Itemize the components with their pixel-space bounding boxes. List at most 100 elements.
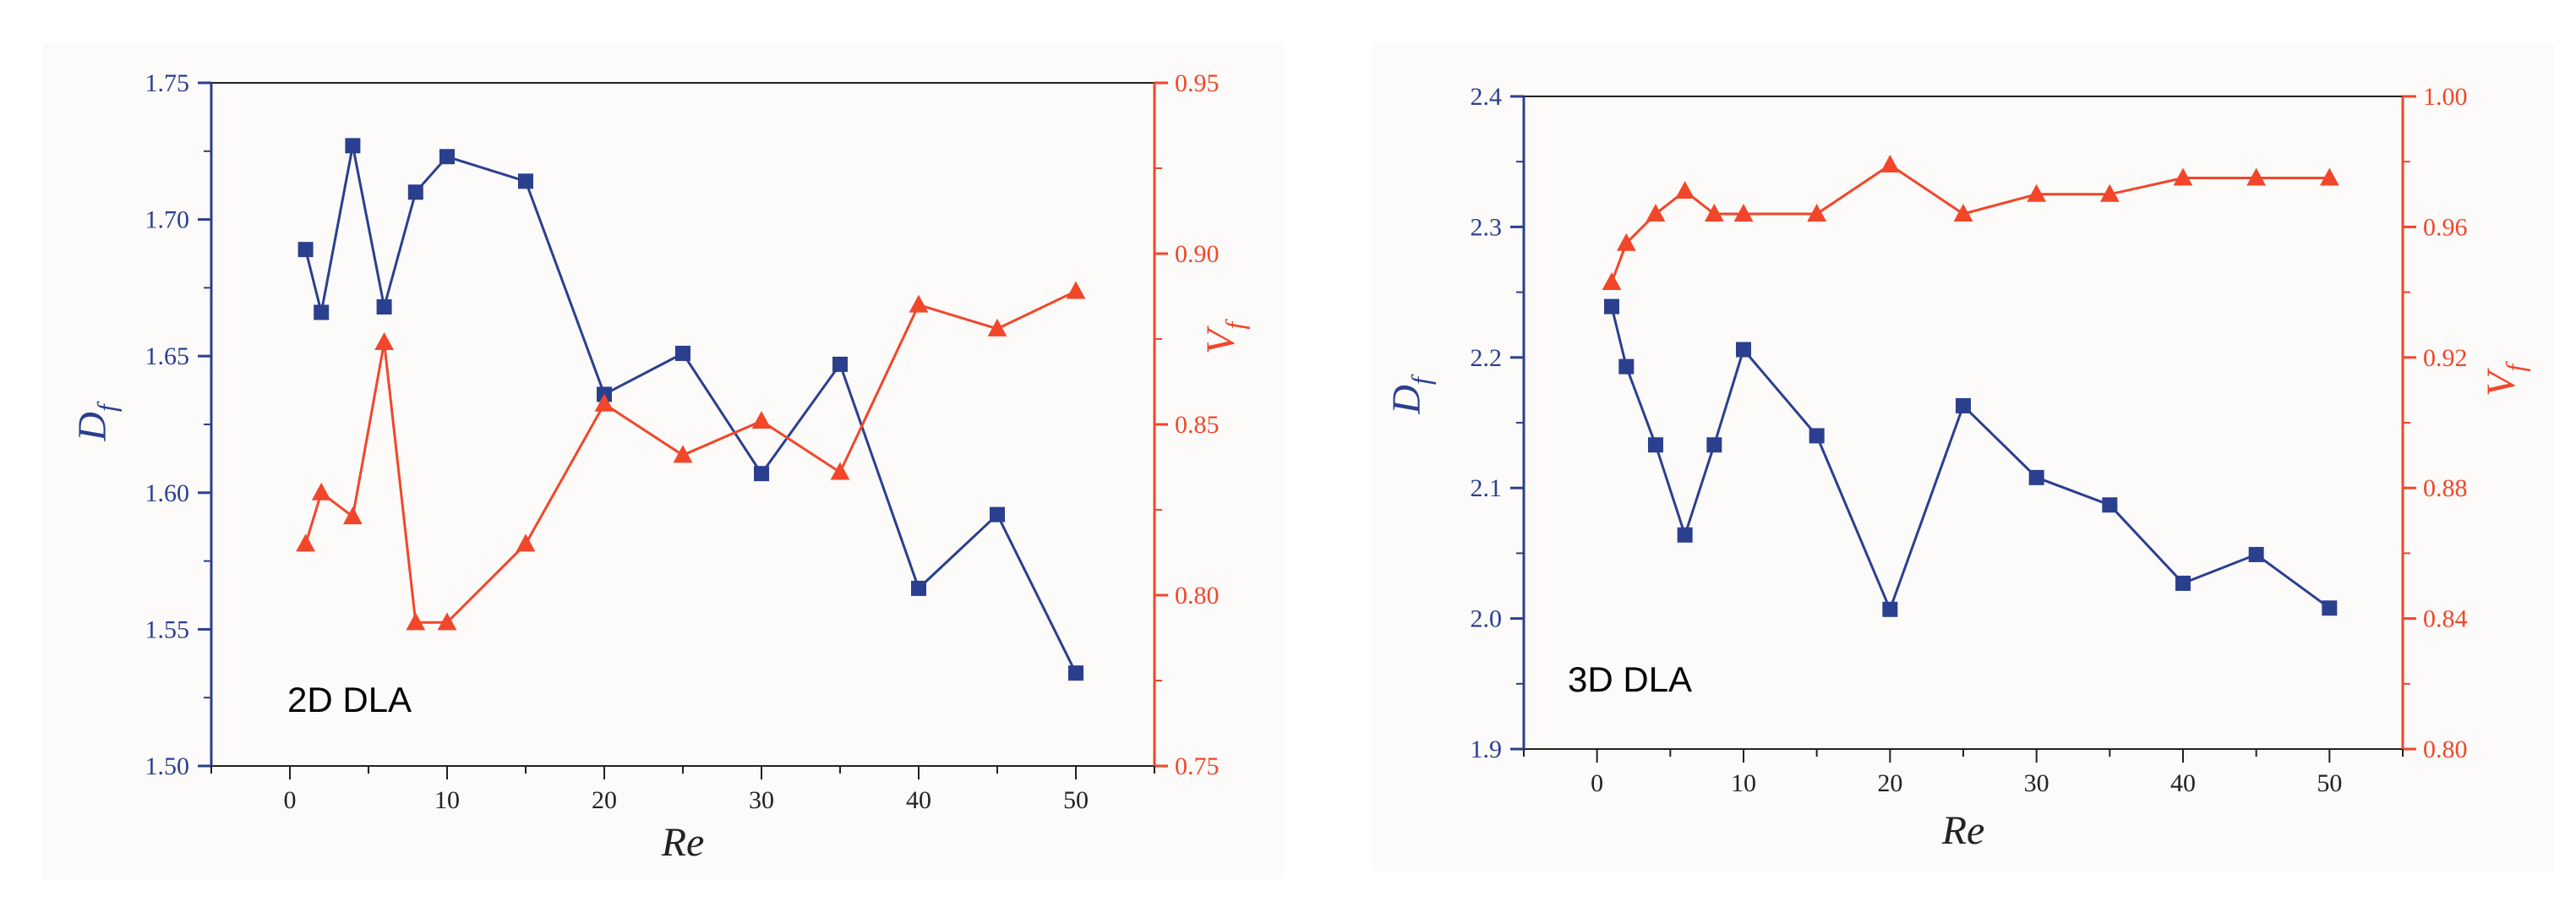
x-tick-label: 20 [592, 786, 617, 814]
x-tick-label: 10 [434, 786, 460, 814]
y-right-tick-label: 0.80 [2423, 736, 2468, 763]
x-tick-label: 10 [1731, 769, 1756, 797]
data-point-df [1956, 397, 1971, 413]
data-point-df [1618, 358, 1635, 375]
x-tick-label: 20 [1877, 769, 1902, 797]
data-point-df [2322, 600, 2338, 616]
y-right-tick-label: 1.00 [2423, 83, 2468, 111]
data-point-df [1068, 665, 1083, 681]
x-tick-label: 50 [1063, 786, 1089, 814]
y-right-tick-label: 0.84 [2423, 605, 2468, 633]
data-point-vf [909, 294, 929, 313]
data-point-df [1604, 298, 1619, 314]
data-point-df [345, 138, 361, 154]
y-left-tick-label: 1.60 [145, 479, 190, 507]
data-point-vf [1733, 203, 1754, 222]
data-point-vf [751, 410, 772, 429]
y-right-tick-label: 0.95 [1175, 69, 1220, 97]
data-point-vf [1602, 272, 1622, 291]
data-point-vf [516, 533, 536, 552]
x-tick-label: 40 [2170, 769, 2196, 797]
data-point-df [1677, 527, 1693, 543]
data-point-vf [830, 462, 850, 480]
data-point-vf [2027, 183, 2047, 202]
x-tick-label: 30 [2024, 769, 2049, 797]
chart-2d-dla: 1.50 1.55 1.60 1.65 1.70 1.75 0.75 0.80 0.85 0.9… [42, 42, 1285, 879]
data-point-vf [2319, 167, 2339, 186]
y-left-tick-label: 2.2 [1471, 344, 1503, 372]
data-point-df [2028, 469, 2044, 485]
data-point-vf [311, 482, 331, 500]
y-left-tick-label: 1.65 [145, 342, 190, 370]
data-point-vf [437, 612, 457, 631]
y-left-tick-label: 1.9 [1471, 736, 1503, 763]
x-tick-label: 50 [2317, 769, 2342, 797]
y-right-label-main: V [1198, 325, 1243, 354]
data-point-df [407, 184, 423, 200]
y-left-tick-label: 1.75 [145, 69, 190, 97]
series-line-vf [1610, 163, 2330, 283]
y-left-tick-label: 2.1 [1471, 474, 1503, 502]
series-line-df [1610, 306, 2331, 613]
x-tick-label: 0 [1591, 769, 1603, 797]
data-point-vf [1675, 180, 1695, 199]
x-axis-label: Re [661, 820, 705, 865]
data-point-vf [673, 445, 693, 463]
y-right-tick-label: 0.92 [2423, 344, 2468, 372]
y-right-tick-label: 0.88 [2423, 474, 2468, 502]
y-right-tick-label: 0.80 [1175, 582, 1220, 610]
data-point-vf [1807, 203, 1827, 222]
data-point-df [1648, 437, 1663, 453]
chart-3d-dla: 1.9 2.0 2.1 2.2 2.3 2.4 0.80 0.84 0.88 0.92 0.96 1… [1371, 42, 2554, 871]
data-point-df [1706, 437, 1722, 453]
data-point-df [832, 356, 848, 372]
y-left-tick-label: 1.50 [145, 752, 190, 780]
data-point-df [1809, 428, 1825, 444]
data-point-df [1736, 342, 1751, 358]
data-point-vf [1953, 203, 1973, 222]
chart-title: 2D DLA [287, 680, 412, 719]
x-axis-label: Re [1941, 808, 1985, 853]
data-point-df [297, 242, 314, 258]
y-right-label-main: V [2479, 368, 2524, 397]
x-tick-label: 30 [749, 786, 774, 814]
y-left-tick-label: 2.0 [1471, 605, 1503, 633]
data-point-vf [2173, 167, 2193, 186]
y-left-tick-label: 2.3 [1471, 213, 1503, 241]
y-left-label-main: D [70, 412, 115, 442]
y-right-tick-label: 0.96 [2423, 213, 2468, 241]
y-right-tick-label: 0.85 [1175, 411, 1220, 439]
data-point-df [675, 345, 690, 361]
y-right-tick-label: 0.90 [1175, 240, 1220, 268]
data-point-df [911, 580, 926, 596]
data-point-vf [987, 318, 1007, 336]
data-point-vf [406, 612, 426, 631]
data-point-vf [1645, 203, 1666, 222]
data-point-vf [2246, 167, 2267, 186]
chart-title: 3D DLA [1568, 659, 1692, 699]
x-tick-label: 40 [906, 786, 931, 814]
data-point-vf [2099, 183, 2120, 202]
y-axis-right-label: Vf [1198, 319, 1250, 354]
y-right-tick-label: 0.75 [1175, 752, 1220, 780]
chart-background [42, 42, 1285, 879]
data-point-vf [1704, 203, 1724, 222]
data-point-df [439, 149, 455, 165]
data-point-df [2175, 575, 2191, 591]
data-point-df [376, 299, 392, 315]
data-point-vf [594, 393, 614, 412]
series-line-vf [304, 290, 1077, 624]
data-point-df [2102, 497, 2118, 513]
y-left-label-main: D [1384, 385, 1429, 415]
data-point-vf [1616, 232, 1636, 251]
y-left-tick-label: 1.70 [145, 206, 190, 234]
y-left-tick-label: 2.4 [1471, 83, 1503, 111]
data-point-df [990, 506, 1005, 522]
data-point-vf [374, 332, 394, 351]
data-point-df [314, 304, 330, 320]
data-point-vf [343, 506, 363, 525]
data-point-vf [296, 533, 315, 552]
data-point-df [1882, 601, 1898, 617]
chart-background [1371, 42, 2554, 871]
